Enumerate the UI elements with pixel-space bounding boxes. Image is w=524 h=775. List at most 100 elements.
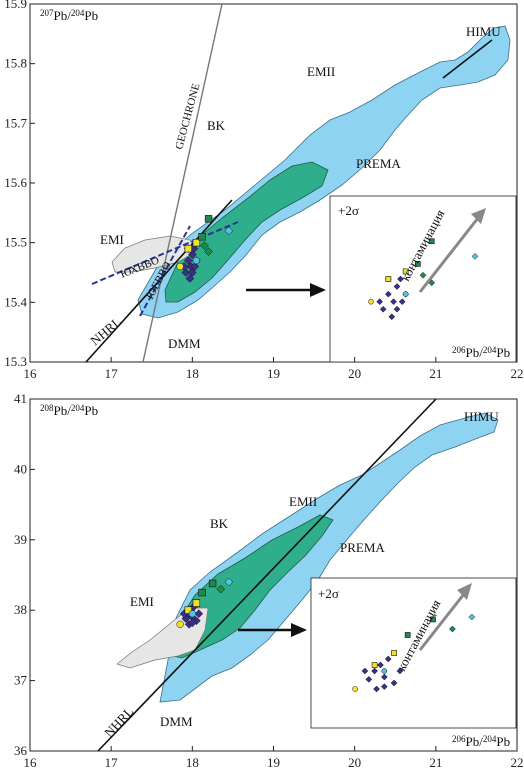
geochrone-line-top [142,3,223,363]
label-bk-top: BK [207,118,226,133]
sigma-label-top: +2σ [338,203,359,218]
contamination-arrowhead-bottom [457,583,472,600]
ylabel-bottom-sup2: 204 [71,403,85,413]
xlabel-bottom-sup2: 204 [483,734,497,744]
y-tick-label: 38 [14,602,27,617]
inset-point-diamond [388,313,396,321]
inset-box-top [329,195,517,363]
inset-point-diamond [393,283,401,290]
sigma-label-bottom: +2σ [318,586,339,601]
inset-point-diamond [365,676,373,683]
inset-pointer-arrowhead-bottom [291,623,307,637]
inset-point-circle [352,686,358,692]
xlabel-top-sup2: 204 [483,345,497,355]
inset-point-diamond [361,667,369,675]
label-himu-bottom: HIMU [464,409,499,424]
inset-point-diamond [398,298,406,306]
xlabel-top-el2: Pb [496,345,510,360]
data-point-diamond [187,268,197,277]
data-point-diamond [204,247,213,256]
y-tick-label: 15.4 [4,294,27,309]
ylabel-bottom: 208Pb/204Pb [40,403,98,418]
x-tick-label: 19 [267,755,280,770]
data-point-diamond [190,262,200,271]
inset-point-diamond [377,661,384,669]
ylabel-bottom-el1: Pb/ [54,403,72,418]
x-tick-label: 16 [24,755,38,770]
label-emi-bottom: EMI [130,594,154,609]
data-point-diamond [216,584,226,594]
x-tick-label: 18 [186,366,199,381]
label-dmm-bottom: DMM [160,714,193,729]
y-tick-label: 36 [14,743,28,758]
inset-point-diamond [376,298,384,306]
xlabel-bottom: 206Pb/204Pb [452,734,510,749]
x-tick-label: 18 [186,755,199,770]
inset-point-diamond [396,667,404,675]
data-point-square [198,588,206,597]
data-point-square [192,238,201,247]
y-tick-label: 15.7 [4,115,27,130]
y-tick-label: 41 [14,391,27,406]
label-bk-bottom: BK [210,516,229,531]
data-point-circle [176,262,184,271]
data-point-diamond [194,609,204,619]
data-point-diamond [224,577,234,587]
data-point-diamond [200,241,209,251]
data-point-circle [176,620,184,628]
xlabel-bottom-sup1: 206 [452,734,466,744]
xlabel-top: 206Pb/204Pb [452,345,510,360]
inset-point-diamond [393,305,401,313]
himu-line-top [442,39,493,79]
label-himu-top: HIMU [466,24,501,39]
field-green-bottom [167,514,334,659]
inset-point-circle [402,291,409,297]
xlabel-bottom-el1: Pb/ [466,734,484,749]
field-grey-bottom [116,607,209,669]
field-grey-top [111,235,196,273]
inset-markers-top [368,238,479,321]
inset-point-diamond [371,667,378,675]
inset-point-diamond [468,613,476,621]
inset-point-diamond [419,271,427,279]
x-tick-label: 21 [429,366,442,381]
inset-point-diamond [390,298,397,306]
yuevvo-line [139,225,191,317]
data-point-circle [188,610,196,618]
data-point-diamond [187,618,197,628]
ylabel-bottom-sup1: 208 [40,403,54,413]
y-tick-label: 39 [14,532,27,547]
inset-point-square [385,276,392,282]
y-tick-label: 15.5 [4,235,27,250]
ylabel-top-el1: Pb/ [54,8,72,23]
ticks-top: 16 17 18 19 20 21 22 15.3 15.4 15.5 15.6 15.7 15.8 15… [4,0,523,381]
inset-box-bottom [310,577,517,729]
x-tick-label: 20 [348,755,361,770]
y-tick-label: 15.9 [4,0,27,11]
markers-top [176,215,234,283]
panel-bottom: +2σ контаминация EMI EMII HIMU PREMA DMM… [14,391,524,770]
inset-point-diamond [390,679,398,687]
label-dmm-top: DMM [168,336,201,351]
inset-point-diamond [380,673,388,681]
inset-markers-bottom [352,613,476,693]
xlabel-bottom-el2: Pb [496,734,510,749]
inset-point-circle [381,668,388,674]
inset-point-diamond [397,275,404,283]
data-point-diamond [185,274,195,283]
label-prema-bottom: PREMA [340,540,385,555]
data-point-circle [192,256,201,265]
inset-point-diamond [449,625,456,633]
inset-pointer-arrowhead-top [310,283,326,297]
data-point-square [204,215,213,223]
label-prema-top: PREMA [356,156,401,171]
x-tick-label: 17 [105,755,119,770]
x-tick-label: 20 [348,366,361,381]
label-emi-top: EMI [100,232,124,247]
inset-point-square [430,616,436,623]
contamination-arrowhead-top [471,208,486,224]
x-tick-label: 22 [511,755,524,770]
inset-point-circle [368,298,374,305]
x-tick-label: 22 [511,366,524,381]
